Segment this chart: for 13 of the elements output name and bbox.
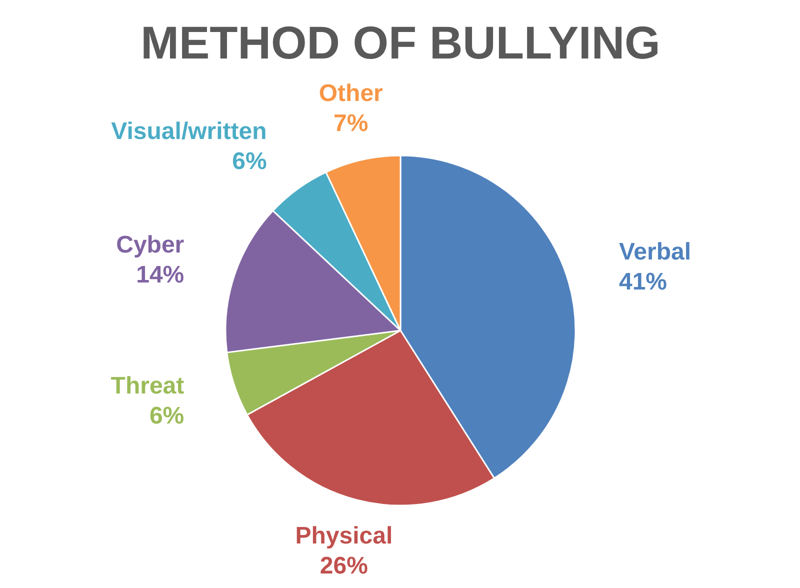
data-label: 6% [232,148,267,175]
data-label: 26% [320,552,368,580]
data-label: 14% [136,262,184,289]
chart-title: METHOD OF BULLYING [140,16,660,68]
data-label: 41% [618,268,668,296]
slice-label: Visual/written [111,118,267,145]
data-label: 6% [149,402,184,430]
slice-label: Cyber [116,232,184,259]
slice-label: Physical [295,522,393,550]
slice-label: Verbal [618,238,692,266]
data-label: 7% [334,110,368,137]
slice-label: Other [318,80,383,107]
slice-label: Threat [110,372,184,400]
